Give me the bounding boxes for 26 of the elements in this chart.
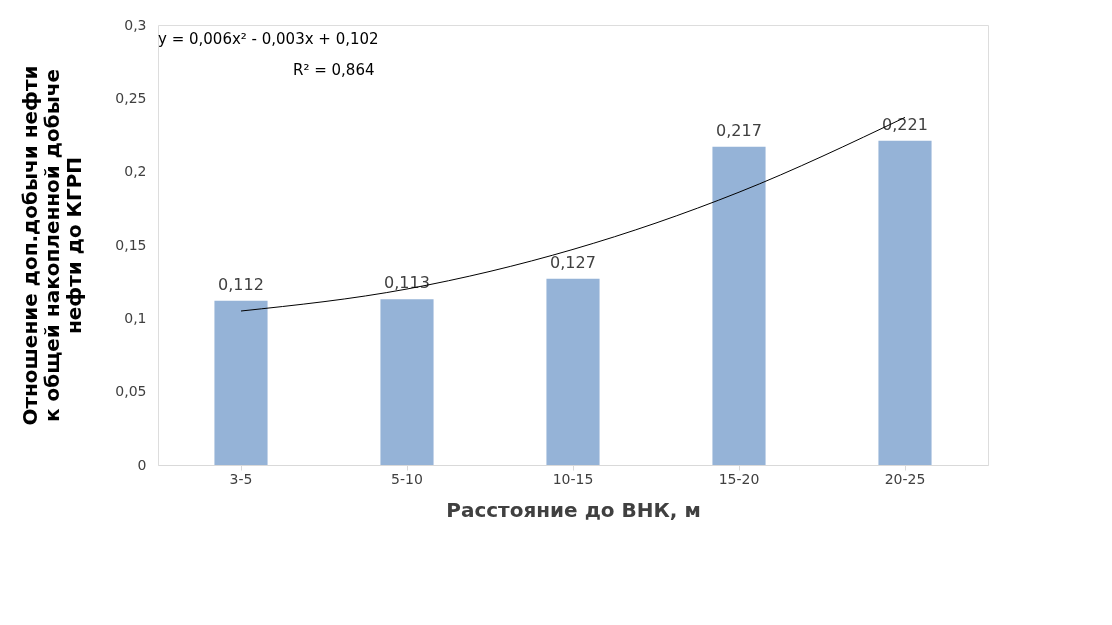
x-tick-label: 5-10 — [391, 470, 423, 487]
x-tick-label: 15-20 — [718, 470, 760, 487]
annotation: y = 0,006x² - 0,003x + 0,102 — [158, 30, 379, 48]
bar — [878, 140, 932, 465]
y-tick-label: 0,15 — [115, 236, 147, 253]
y-tick-label: 0,3 — [124, 16, 147, 33]
data-label: 0,221 — [882, 114, 928, 134]
data-label: 0,113 — [384, 273, 430, 293]
bar — [380, 299, 434, 465]
y-tick-label: 0,2 — [124, 163, 147, 180]
data-label: 0,217 — [716, 120, 762, 140]
y-tick-label: 0,25 — [115, 89, 147, 106]
bar — [546, 278, 600, 465]
data-label: 0,112 — [218, 274, 264, 294]
y-axis-title: Отношение доп.добычи нефти к общей накопленной добыче нефти до КГРП — [18, 65, 87, 426]
x-tick-label: 3-5 — [229, 470, 253, 487]
x-tick-label: 20-25 — [884, 470, 926, 487]
data-label: 0,127 — [550, 252, 596, 272]
x-tick-label: 10-15 — [552, 470, 594, 487]
y-tick-label: 0 — [137, 456, 147, 473]
y-tick-label: 0,05 — [115, 383, 147, 400]
bar — [712, 146, 766, 465]
x-axis-title: Расстояние до ВНК, м — [446, 497, 701, 522]
bar — [214, 300, 268, 465]
annotation: R² = 0,864 — [293, 61, 375, 79]
y-tick-label: 0,1 — [124, 309, 147, 326]
